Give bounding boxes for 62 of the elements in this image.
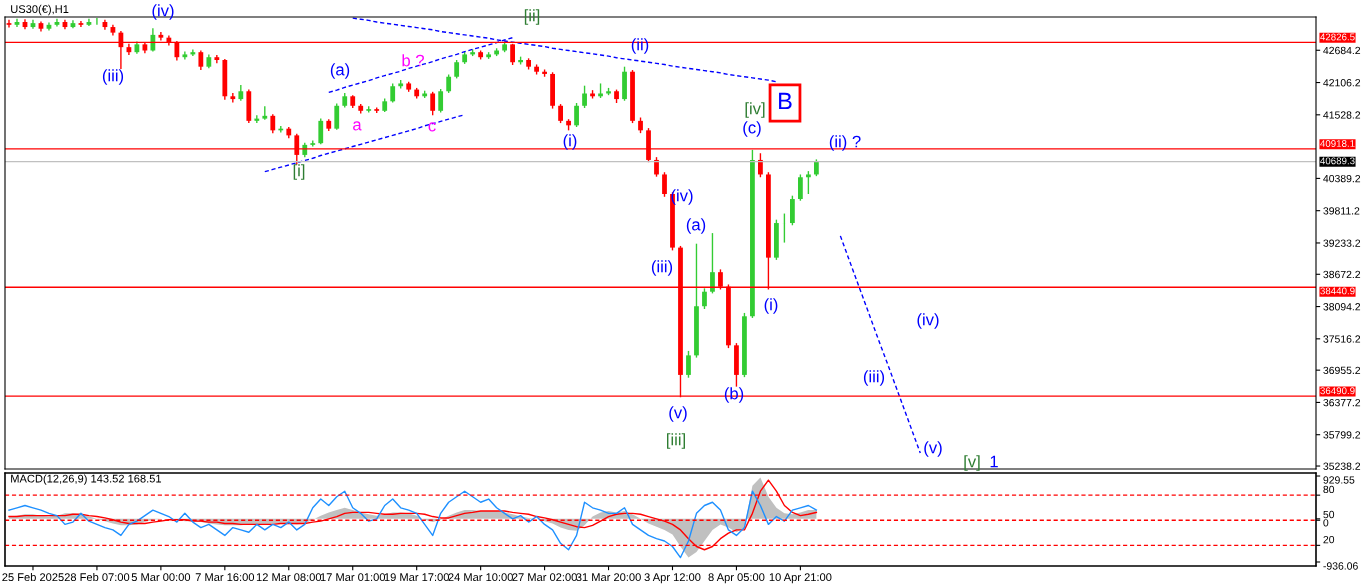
y-tick-label: 929.55 [1323, 476, 1355, 484]
y-tick-label: 38094.2 [1323, 303, 1361, 311]
annotation: (iv) [917, 313, 939, 329]
ref-line-label: 36490.9 [1320, 387, 1355, 395]
x-tick-label: 24 Mar 10:00 [448, 573, 513, 582]
y-tick-label: 38672.2 [1323, 270, 1361, 279]
x-tick-label: 31 Mar 20:00 [576, 573, 641, 582]
ref-line-label: 40918.1 [1320, 140, 1355, 147]
y-tick-label: 41528.2 [1323, 111, 1361, 119]
annotation: [v] [964, 455, 980, 471]
chart-title: US30(€),H1 [11, 4, 69, 16]
y-tick-label: 35799.2 [1323, 431, 1361, 439]
y-tick-label: 0 [1323, 519, 1329, 527]
annotation: (i) [563, 134, 577, 150]
annotation: (iv) [152, 4, 174, 20]
x-tick-label: 25 Feb 2025 [2, 572, 64, 582]
annotation: (iii) [863, 370, 885, 386]
annotation: [iii] [667, 433, 685, 449]
ref-line-label: 42826.5 [1320, 33, 1355, 41]
ref-line-label: 38440.9 [1320, 287, 1355, 295]
annotation: (iii) [102, 69, 124, 85]
y-tick-label: 37516.2 [1323, 335, 1361, 343]
x-tick-label: 27 Mar 02:00 [512, 573, 577, 582]
y-tick-label: 35238.2 [1323, 462, 1361, 470]
x-tick-label: 19 Mar 17:00 [384, 573, 449, 582]
annotation: [iv] [745, 102, 765, 118]
y-tick-label: 42106.2 [1323, 79, 1361, 87]
x-tick-label: 7 Mar 16:00 [195, 573, 255, 582]
annotation: (c) [743, 121, 761, 137]
annotation: (i) [764, 298, 778, 314]
annotation: a [353, 121, 362, 131]
annotation: (v) [924, 441, 942, 457]
y-tick-label: -936.06 [1323, 562, 1358, 570]
x-tick-label: 8 Apr 05:00 [708, 573, 765, 584]
y-tick-label: 36377.2 [1323, 398, 1361, 407]
annotation: b ? [402, 54, 424, 67]
x-tick-label: 28 Feb 07:00 [64, 572, 130, 582]
y-tick-label: 36955.2 [1323, 366, 1361, 375]
y-tick-label: 40389.2 [1323, 174, 1361, 183]
annotation: (ii) ? [829, 135, 861, 151]
annotation: B [779, 92, 792, 110]
x-tick-label: 5 Mar 00:00 [131, 573, 191, 582]
y-tick-label: 39233.2 [1323, 239, 1361, 247]
ref-line-label: 40689.3 [1320, 157, 1355, 165]
y-tick-label: 39811.2 [1323, 207, 1360, 215]
chart-title: MACD(12,26,9) 143.52 168.51 [11, 474, 162, 485]
y-tick-label: 42684.2 [1323, 46, 1361, 55]
annotation: (a) [330, 63, 350, 79]
annotation: (v) [669, 406, 687, 422]
x-tick-label: 17 Mar 01:00 [320, 573, 386, 582]
annotation: c [428, 122, 436, 132]
y2-tick-label: 80 [1323, 485, 1335, 494]
annotation: [i] [293, 164, 305, 180]
candlestick [805, 170, 811, 195]
annotation: (a) [686, 218, 706, 234]
x-tick-label: 12 Mar 08:00 [256, 573, 322, 582]
annotation: 1 [990, 455, 998, 468]
annotation: (iii) [651, 260, 673, 276]
y2-tick-label: 20 [1323, 535, 1335, 544]
x-tick-label: 3 Apr 12:00 [644, 573, 701, 584]
x-tick-label: 10 Apr 21:00 [769, 573, 832, 584]
y2-tick-label: 50 [1323, 510, 1335, 519]
